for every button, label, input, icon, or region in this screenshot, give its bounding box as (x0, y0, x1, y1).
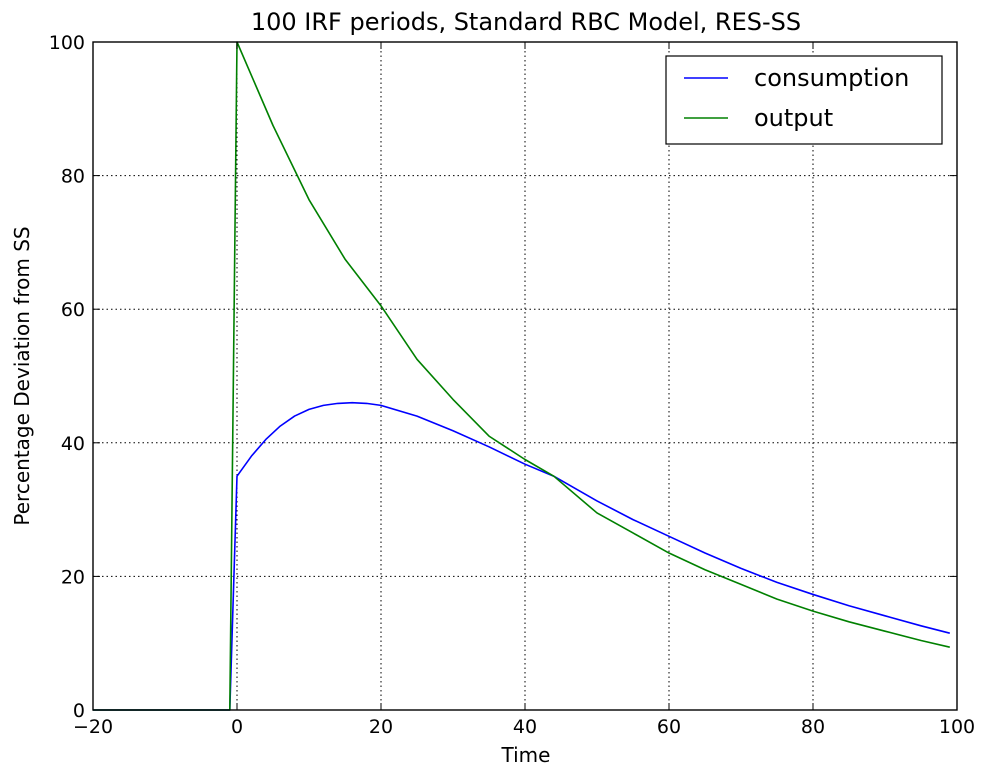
y-tick-label: 40 (61, 433, 85, 455)
y-tick-label: 80 (61, 166, 85, 188)
series-line-output (93, 41, 950, 711)
legend-label-output: output (754, 104, 833, 132)
x-tick-label: 80 (801, 716, 825, 738)
series-line-consumption (93, 401, 950, 711)
x-tick-label: −20 (73, 716, 113, 738)
y-tick-label: 0 (73, 700, 85, 722)
legend-box (665, 55, 943, 145)
x-tick-label: 0 (231, 716, 243, 738)
x-tick-label: 60 (657, 716, 681, 738)
x-tick-label: 40 (513, 716, 537, 738)
x-tick-label: 20 (369, 716, 393, 738)
x-tick-label: 100 (939, 716, 975, 738)
y-tick-label: 60 (61, 299, 85, 321)
legend-label-consumption: consumption (754, 64, 909, 92)
y-axis-label: Percentage Deviation from SS (10, 226, 34, 525)
chart-title: 100 IRF periods, Standard RBC Model, RES… (251, 8, 801, 36)
x-axis-label: Time (501, 743, 551, 767)
y-tick-label: 100 (49, 32, 85, 54)
y-tick-label: 20 (61, 566, 85, 588)
